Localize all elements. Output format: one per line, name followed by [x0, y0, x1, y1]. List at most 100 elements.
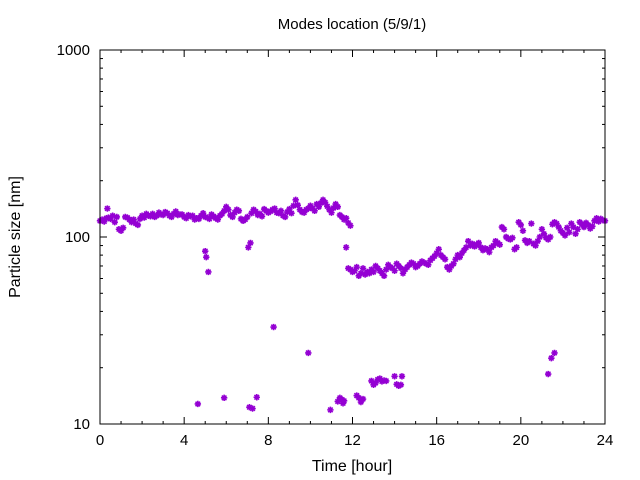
data-point	[330, 204, 337, 212]
data-point	[338, 213, 346, 221]
data-point	[284, 208, 291, 216]
data-point	[370, 268, 377, 276]
data-point	[107, 215, 114, 223]
data-point	[315, 203, 323, 211]
data-point	[130, 216, 137, 223]
data-point	[515, 218, 522, 226]
data-point	[189, 212, 196, 219]
data-point	[441, 256, 449, 263]
data-point	[568, 220, 575, 227]
data-point	[526, 237, 533, 245]
data-point	[235, 207, 243, 215]
data-point	[355, 272, 363, 280]
data-point	[368, 377, 375, 385]
data-point	[553, 220, 560, 227]
data-point	[505, 235, 512, 242]
data-point	[433, 249, 440, 257]
data-point	[361, 271, 369, 278]
data-point	[483, 246, 491, 253]
data-point	[128, 218, 135, 226]
data-point	[342, 244, 350, 251]
data-point	[305, 349, 312, 357]
data-point	[305, 205, 312, 212]
data-point	[326, 206, 333, 213]
data-point	[584, 221, 592, 229]
data-point	[104, 205, 111, 212]
data-point	[223, 203, 230, 211]
data-point	[231, 209, 238, 216]
data-point	[202, 247, 209, 255]
data-point	[159, 211, 167, 219]
data-point	[140, 214, 148, 221]
data-point	[551, 349, 558, 357]
data-point	[311, 207, 318, 215]
data-point	[353, 263, 360, 271]
data-point	[513, 244, 520, 251]
data-point	[540, 230, 548, 238]
data-point	[591, 217, 598, 225]
data-point	[372, 379, 379, 387]
data-point	[399, 270, 407, 277]
data-point	[357, 398, 365, 406]
data-point	[119, 224, 127, 231]
data-point	[578, 221, 586, 228]
data-point	[218, 210, 226, 218]
data-point	[572, 230, 579, 238]
data-point	[292, 196, 299, 204]
data-point	[378, 270, 386, 277]
data-point	[465, 237, 472, 245]
data-point	[458, 249, 466, 257]
data-point	[241, 216, 249, 223]
data-point	[134, 221, 142, 229]
data-point	[248, 210, 255, 217]
data-point	[456, 253, 464, 261]
y-tick-label: 100	[65, 229, 90, 246]
plot-frame	[99, 49, 606, 425]
data-point	[328, 209, 335, 216]
data-point	[450, 260, 457, 267]
data-point	[536, 233, 543, 241]
data-point	[462, 244, 470, 251]
data-point	[149, 210, 156, 218]
data-point	[351, 267, 358, 274]
y-tick-label: 10	[73, 416, 90, 433]
data-point	[252, 208, 259, 215]
data-point	[317, 199, 325, 207]
data-point	[324, 203, 331, 210]
data-point	[391, 373, 398, 380]
x-axis-label: Time [hour]	[312, 458, 392, 475]
data-point	[398, 373, 406, 380]
data-point	[574, 226, 581, 233]
data-point	[271, 205, 278, 212]
data-point	[500, 226, 508, 233]
data-point	[382, 377, 390, 385]
data-point	[410, 260, 417, 267]
chart-title: Modes location (5/9/1)	[278, 16, 426, 33]
data-point	[570, 223, 577, 231]
data-point	[334, 398, 341, 405]
data-point	[475, 239, 482, 247]
data-point	[519, 227, 527, 234]
data-point	[555, 223, 562, 231]
data-point	[307, 202, 314, 209]
data-point	[126, 216, 133, 223]
x-tick-label: 20	[512, 432, 529, 449]
data-point	[431, 252, 438, 260]
data-point	[281, 213, 289, 221]
data-point	[101, 218, 108, 225]
data-point	[563, 224, 571, 231]
data-point	[225, 206, 232, 213]
data-point	[452, 256, 459, 263]
data-point	[397, 265, 405, 272]
x-tick-label: 12	[344, 432, 361, 449]
data-point	[136, 215, 144, 223]
data-point	[359, 265, 367, 272]
data-point	[347, 222, 354, 229]
data-point	[168, 213, 175, 221]
data-point	[214, 216, 222, 223]
data-point	[580, 223, 588, 231]
data-point	[566, 229, 573, 236]
data-point	[481, 245, 489, 252]
data-point	[397, 381, 405, 389]
data-point	[247, 239, 254, 247]
